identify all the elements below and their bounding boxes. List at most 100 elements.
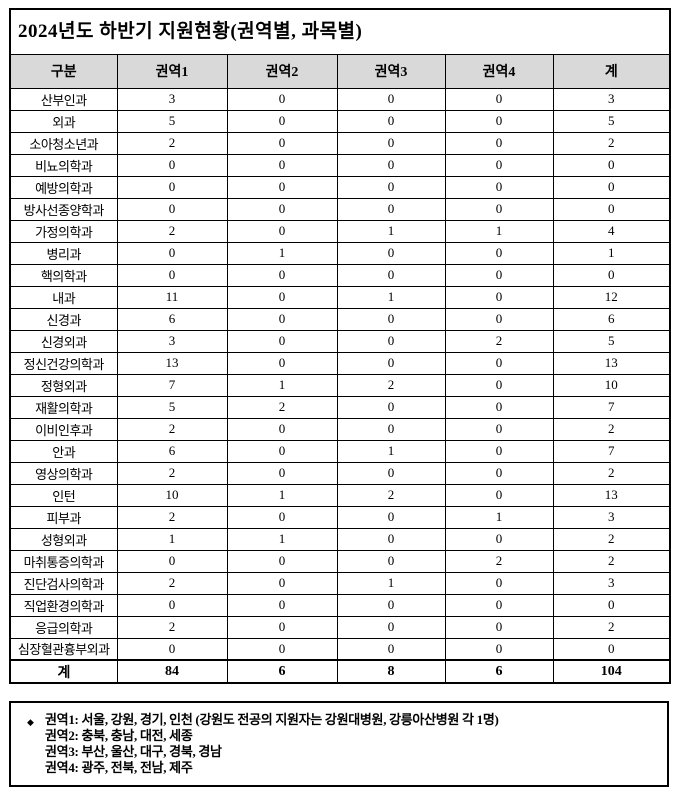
value-cell: 2 [116, 131, 228, 155]
column-header: 권역1 [116, 53, 228, 89]
value-cell: 0 [444, 373, 554, 397]
value-cell: 10 [552, 373, 671, 397]
value-cell: 0 [444, 109, 554, 133]
value-cell: 0 [226, 571, 338, 595]
table-row: 직업환경의학과 0 0 0 0 0 [9, 593, 671, 617]
value-cell: 1 [226, 483, 338, 507]
value-cell: 1 [336, 219, 446, 243]
footnote-text: 권역1: 서울, 강원, 경기, 인천 (강원도 전공의 지원자는 강원대병원,… [45, 712, 499, 727]
footnote-lines: ◆ 권역1: 서울, 강원, 경기, 인천 (강원도 전공의 지원자는 강원대병원… [21, 712, 659, 776]
table-row: 가정의학과 2 0 1 1 4 [9, 219, 671, 243]
row-label: 소아청소년과 [9, 131, 118, 155]
value-cell: 2 [552, 549, 671, 573]
page-title: 2024년도 하반기 지원현황(권역별, 과목별) [9, 8, 671, 55]
row-label: 핵의학과 [9, 263, 118, 287]
column-header: 권역4 [444, 53, 554, 89]
value-cell: 0 [444, 307, 554, 331]
table-row: 정신건강의학과 13 0 0 0 13 [9, 351, 671, 375]
table-row: 영상의학과 2 0 0 0 2 [9, 461, 671, 485]
value-cell: 0 [336, 417, 446, 441]
value-cell: 1 [444, 505, 554, 529]
report-table: 2024년도 하반기 지원현황(권역별, 과목별) 구분 권역1 권역2 권역3 권역4… [9, 8, 672, 684]
value-cell: 0 [336, 263, 446, 287]
table-row: 소아청소년과 2 0 0 0 2 [9, 131, 671, 155]
table-row: 비뇨의학과 0 0 0 0 0 [9, 153, 671, 177]
value-cell: 0 [226, 197, 338, 221]
table-row: 피부과 2 0 0 1 3 [9, 505, 671, 529]
column-header: 계 [552, 53, 671, 89]
value-cell: 0 [444, 87, 554, 111]
value-cell: 0 [116, 241, 228, 265]
value-cell: 0 [444, 131, 554, 155]
table-row: 내과 11 0 1 0 12 [9, 285, 671, 309]
value-cell: 0 [226, 417, 338, 441]
value-cell: 0 [444, 241, 554, 265]
footnote-line: 권역2: 충북, 충남, 대전, 세종 [21, 728, 659, 744]
table-row: 신경과 6 0 0 0 6 [9, 307, 671, 331]
column-header: 권역3 [336, 53, 446, 89]
bullet-icon: ◆ [27, 718, 34, 728]
row-label: 이비인후과 [9, 417, 118, 441]
value-cell: 0 [336, 615, 446, 639]
table-row: 신경외과 3 0 0 2 5 [9, 329, 671, 353]
value-cell: 2 [444, 329, 554, 353]
value-cell: 0 [552, 263, 671, 287]
table-total-row: 계 84 6 8 6 104 [9, 659, 671, 684]
value-cell: 0 [226, 153, 338, 177]
value-cell: 0 [444, 615, 554, 639]
row-label: 신경외과 [9, 329, 118, 353]
table-row: 마취통증의학과 0 0 0 2 2 [9, 549, 671, 573]
value-cell: 0 [444, 571, 554, 595]
value-cell: 0 [226, 87, 338, 111]
table-row: 안과 6 0 1 0 7 [9, 439, 671, 463]
row-label: 피부과 [9, 505, 118, 529]
value-cell: 2 [552, 131, 671, 155]
value-cell: 2 [444, 549, 554, 573]
value-cell: 2 [552, 615, 671, 639]
table-row: 성형외과 1 1 0 0 2 [9, 527, 671, 551]
value-cell: 0 [444, 593, 554, 617]
value-cell: 0 [116, 549, 228, 573]
table-row: 산부인과 3 0 0 0 3 [9, 87, 671, 111]
value-cell: 0 [226, 263, 338, 287]
total-value-cell: 6 [226, 659, 338, 684]
row-label: 정신건강의학과 [9, 351, 118, 375]
value-cell: 3 [116, 329, 228, 353]
value-cell: 0 [552, 593, 671, 617]
value-cell: 0 [444, 285, 554, 309]
table-row: 심장혈관흉부외과 0 0 0 0 0 [9, 637, 671, 661]
value-cell: 0 [116, 153, 228, 177]
value-cell: 1 [336, 439, 446, 463]
row-label: 응급의학과 [9, 615, 118, 639]
table-row: 핵의학과 0 0 0 0 0 [9, 263, 671, 287]
table-header-row: 구분 권역1 권역2 권역3 권역4 계 [9, 53, 671, 89]
value-cell: 5 [552, 329, 671, 353]
value-cell: 1 [116, 527, 228, 551]
value-cell: 0 [336, 153, 446, 177]
value-cell: 6 [116, 439, 228, 463]
value-cell: 0 [552, 153, 671, 177]
value-cell: 0 [336, 131, 446, 155]
value-cell: 2 [552, 417, 671, 441]
value-cell: 0 [336, 505, 446, 529]
total-value-cell: 84 [116, 659, 228, 684]
value-cell: 0 [552, 637, 671, 661]
value-cell: 0 [336, 527, 446, 551]
value-cell: 2 [116, 219, 228, 243]
value-cell: 0 [336, 241, 446, 265]
footnote-line: 권역4: 광주, 전북, 전남, 제주 [21, 760, 659, 776]
value-cell: 0 [116, 175, 228, 199]
row-label: 영상의학과 [9, 461, 118, 485]
value-cell: 0 [444, 197, 554, 221]
value-cell: 0 [116, 263, 228, 287]
table-row: 외과 5 0 0 0 5 [9, 109, 671, 133]
footnote-box: ◆ 권역1: 서울, 강원, 경기, 인천 (강원도 전공의 지원자는 강원대병원… [9, 701, 669, 787]
value-cell: 0 [226, 175, 338, 199]
value-cell: 0 [444, 483, 554, 507]
value-cell: 11 [116, 285, 228, 309]
value-cell: 0 [552, 197, 671, 221]
value-cell: 0 [444, 417, 554, 441]
value-cell: 2 [116, 571, 228, 595]
value-cell: 4 [552, 219, 671, 243]
value-cell: 13 [116, 351, 228, 375]
